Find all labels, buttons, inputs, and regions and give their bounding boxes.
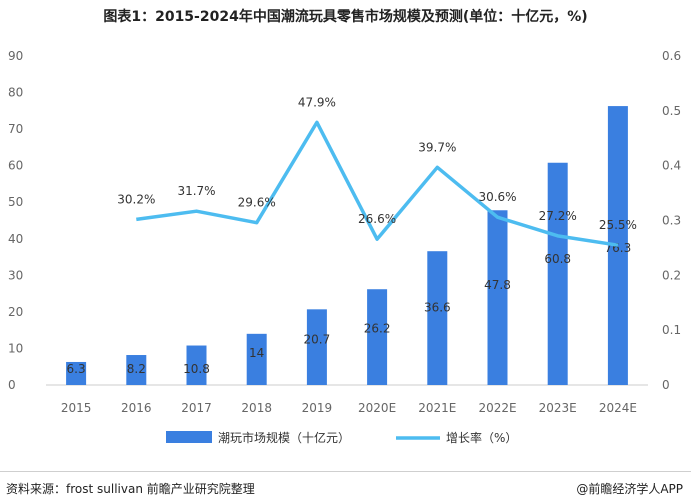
bar-value-label: 26.2 xyxy=(364,321,391,335)
footer: 资料来源：frost sullivan 前瞻产业研究院整理 @前瞻经济学人APP xyxy=(0,471,691,501)
left-axis-tick: 90 xyxy=(8,49,23,63)
x-axis-tick: 2018 xyxy=(241,401,272,415)
legend-line-label: 增长率（%） xyxy=(446,430,517,445)
growth-rate-label: 31.7% xyxy=(177,184,215,198)
bar xyxy=(427,251,448,385)
bar xyxy=(66,361,87,385)
bar xyxy=(607,106,628,385)
left-axis-tick: 60 xyxy=(8,159,23,173)
left-axis-tick: 0 xyxy=(8,378,16,392)
bar xyxy=(126,355,147,385)
x-axis-tick: 2017 xyxy=(181,401,212,415)
chart: 0 10 20 30 40 50 60 70 80 90 0 0.1 0.2 0.3 0.4 0.5 0.6 20… xyxy=(8,49,681,445)
left-axis-tick: 30 xyxy=(8,268,23,282)
left-axis-tick: 40 xyxy=(8,232,23,246)
right-axis-tick: 0.3 xyxy=(662,214,681,228)
bar xyxy=(487,210,508,385)
brand-credit: @前瞻经济学人APP xyxy=(576,482,683,496)
left-axis-tick: 70 xyxy=(8,122,23,136)
left-axis-tick: 10 xyxy=(8,341,23,355)
bar xyxy=(547,162,568,385)
bar-value-label: 14 xyxy=(249,346,264,360)
growth-rate-label: 30.2% xyxy=(117,192,155,206)
right-axis-tick: 0.5 xyxy=(662,104,681,118)
x-axis-tick: 2021E xyxy=(418,401,456,415)
left-axis-tick: 20 xyxy=(8,305,23,319)
growth-rate-label: 26.6% xyxy=(358,212,396,226)
source-note: 资料来源：frost sullivan 前瞻产业研究院整理 xyxy=(6,482,255,496)
x-axis-tick: 2022E xyxy=(478,401,516,415)
bar-value-label: 8.2 xyxy=(127,362,146,376)
x-axis-tick: 2016 xyxy=(121,401,152,415)
left-axis-tick: 80 xyxy=(8,86,23,100)
right-axis-tick: 0 xyxy=(662,378,670,392)
bar xyxy=(246,333,267,385)
bar-value-label: 6.3 xyxy=(67,362,86,376)
legend-bar-label: 潮玩市场规模（十亿元） xyxy=(218,430,350,445)
legend-bar-swatch xyxy=(166,431,212,443)
growth-rate-label: 47.9% xyxy=(298,95,336,109)
chart-title: 图表1：2015-2024年中国潮流玩具零售市场规模及预测(单位：十亿元，%) xyxy=(103,9,588,25)
bar xyxy=(306,309,327,385)
bar xyxy=(367,289,388,385)
x-axis-tick: 2024E xyxy=(599,401,637,415)
right-axis-tick: 0.4 xyxy=(662,159,681,173)
x-axis-tick: 2023E xyxy=(539,401,577,415)
bar-value-label: 47.8 xyxy=(484,278,511,292)
growth-rate-label: 27.2% xyxy=(539,209,577,223)
growth-rate-label: 30.6% xyxy=(478,190,516,204)
x-axis-tick: 2020E xyxy=(358,401,396,415)
right-axis-tick: 0.1 xyxy=(662,323,681,337)
x-axis-tick: 2015 xyxy=(61,401,92,415)
x-axis-tick: 2019 xyxy=(302,401,333,415)
growth-rate-line xyxy=(136,120,619,247)
growth-rate-label: 25.5% xyxy=(599,218,637,232)
right-axis-tick: 0.6 xyxy=(662,49,681,63)
bar xyxy=(186,345,207,385)
bar-value-label: 20.7 xyxy=(304,332,331,346)
bar-value-label: 10.8 xyxy=(183,362,210,376)
left-axis-tick: 50 xyxy=(8,195,23,209)
growth-rate-label: 29.6% xyxy=(238,196,276,210)
right-axis-tick: 0.2 xyxy=(662,268,681,282)
bar-value-label: 60.8 xyxy=(544,252,571,266)
growth-rate-label: 39.7% xyxy=(418,140,456,154)
bar-value-label: 36.6 xyxy=(424,300,451,314)
